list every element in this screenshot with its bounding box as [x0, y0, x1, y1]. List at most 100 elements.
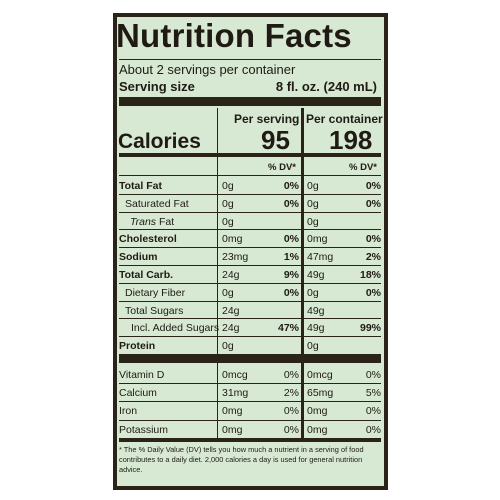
daily-value-cell: 0%: [365, 423, 381, 436]
row-rule: [119, 419, 381, 421]
amount-cell: 0g: [307, 286, 319, 299]
amount-cell: 0g: [307, 340, 319, 353]
daily-value-cell: 0%: [283, 286, 299, 299]
nutrient-row: Sodium 23mg 1% 47mg 2%: [119, 248, 381, 266]
amount-cell: 0mg: [222, 423, 243, 436]
row-rule: [119, 282, 381, 284]
nutrient-row: Trans Fat 0g 0g: [119, 213, 381, 231]
daily-value-cell: 0%: [365, 405, 381, 418]
amount-cell: 0g: [307, 180, 319, 192]
daily-value-cell: 0%: [283, 233, 299, 246]
calories-rule: [119, 153, 381, 157]
nutrient-name: Incl. Added Sugars: [131, 322, 220, 335]
row-rule: [119, 193, 381, 195]
amount-cell: 0mg: [307, 233, 328, 246]
row-rule: [119, 318, 381, 320]
dv-header-rule: [119, 175, 381, 176]
nutrient-name: Vitamin D: [119, 369, 165, 381]
amount-cell: 49g: [307, 304, 325, 317]
nutrient-name: Total Carb.: [119, 269, 174, 281]
amount-cell: 31mg: [222, 387, 249, 400]
footnote: * The % Daily Value (DV) tells you how m…: [119, 445, 364, 474]
daily-value-cell: 0%: [365, 180, 381, 192]
nutrient-row: Calcium 31mg 2% 65mg 5%: [119, 384, 381, 402]
amount-cell: 0g: [222, 197, 234, 210]
nutrient-name: Calcium: [119, 387, 157, 400]
daily-value-cell: 0%: [365, 233, 381, 246]
daily-value-cell: 18%: [359, 269, 381, 281]
row-rule: [119, 336, 381, 338]
amount-cell: 0mcg: [307, 369, 333, 381]
nutrient-name: Trans Fat: [130, 216, 174, 228]
daily-value-cell: 1%: [283, 251, 299, 264]
col-divider-2: [301, 108, 304, 438]
amount-cell: 24g: [222, 269, 240, 281]
nutrient-name: Iron: [119, 405, 138, 418]
amount-cell: 65mg: [307, 387, 334, 400]
amount-cell: 0mg: [222, 405, 243, 418]
daily-value-cell: 0%: [365, 369, 381, 381]
nutrient-row: Total Carb. 24g 9% 49g 18%: [119, 266, 381, 284]
nutrient-name: Sodium: [119, 251, 158, 264]
amount-cell: 0g: [307, 215, 319, 228]
amount-cell: 47mg: [307, 251, 334, 264]
daily-value-cell: 0%: [283, 405, 299, 418]
amount-cell: 49g: [307, 269, 325, 281]
row-rule: [119, 265, 381, 266]
serving-size-row: Serving size 8 fl. oz. (240 mL): [119, 79, 381, 94]
label-title: Nutrition Facts: [116, 17, 352, 54]
dv-header-serving: % DV*: [268, 162, 296, 173]
nutrient-name: Saturated Fat: [125, 197, 189, 210]
amount-cell: 0g: [222, 340, 234, 353]
footnote-rule: [119, 438, 381, 442]
nutrient-row: Incl. Added Sugars 24g 47% 49g 99%: [119, 319, 381, 337]
col-divider-1: [217, 108, 218, 438]
nutrition-label-panel: [113, 13, 388, 490]
nutrient-row: Total Sugars 24g 49g: [119, 302, 381, 320]
amount-cell: 0g: [222, 286, 234, 299]
nutrient-row: Iron 0mg 0% 0mg 0%: [119, 402, 381, 420]
row-rule: [119, 211, 381, 213]
row-rule: [119, 354, 381, 355]
daily-value-cell: 0%: [283, 423, 299, 436]
nutrient-name: Total Fat: [119, 180, 162, 192]
amount-cell: 0mg: [307, 423, 328, 436]
thick-rule-top: [119, 59, 381, 60]
amount-cell: 0g: [222, 215, 234, 228]
row-rule: [119, 383, 381, 385]
daily-value-cell: 0%: [283, 369, 299, 381]
amount-cell: 0mcg: [222, 369, 248, 381]
thick-rule-serving: [119, 97, 381, 106]
calories-label: Calories: [118, 130, 201, 153]
row-rule: [119, 247, 381, 249]
calories-per-container: 198: [329, 125, 373, 155]
protein-rule: [119, 355, 381, 363]
nutrient-row: Protein 0g 0g: [119, 337, 381, 355]
daily-value-cell: 99%: [359, 322, 381, 335]
amount-cell: 0g: [307, 197, 319, 210]
daily-value-cell: 0%: [283, 180, 299, 192]
dv-header-container: % DV*: [349, 162, 377, 173]
amount-cell: 49g: [307, 322, 325, 335]
serving-size-value: 8 fl. oz. (240 mL): [275, 79, 377, 94]
nutrient-row: Vitamin D 0mcg 0% 0mcg 0%: [119, 366, 381, 384]
nutrient-name: Protein: [119, 340, 156, 353]
row-rule: [119, 229, 381, 231]
row-rule: [119, 300, 381, 302]
nutrient-name: Cholesterol: [119, 233, 177, 246]
daily-value-cell: 9%: [283, 269, 299, 281]
nutrient-row: Cholesterol 0mg 0% 0mg 0%: [119, 230, 381, 248]
nutrient-row: Potassium 0mg 0% 0mg 0%: [119, 421, 381, 439]
nutrient-row: Dietary Fiber 0g 0% 0g 0%: [119, 284, 381, 302]
daily-value-cell: 0%: [365, 197, 381, 210]
servings-per-container: About 2 servings per container: [119, 62, 296, 77]
daily-value-cell: 2%: [365, 251, 381, 264]
amount-cell: 23mg: [222, 251, 249, 264]
nutrient-name: Total Sugars: [125, 304, 184, 317]
amount-cell: 24g: [222, 322, 240, 335]
nutrient-name: Dietary Fiber: [125, 286, 186, 299]
row-rule: [119, 401, 381, 403]
nutrient-name-prefix: Trans: [130, 215, 157, 228]
nutrient-name: Potassium: [119, 423, 169, 436]
nutrient-row: Saturated Fat 0g 0% 0g 0%: [119, 195, 381, 213]
